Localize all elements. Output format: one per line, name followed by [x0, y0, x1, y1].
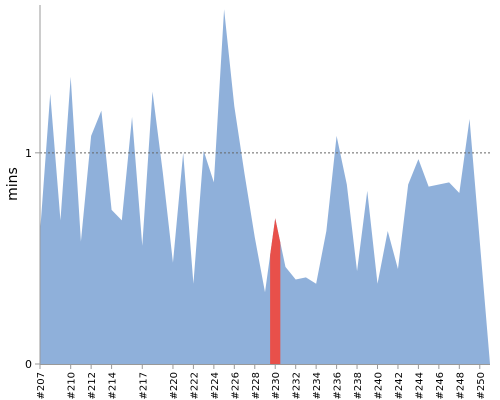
x-tick-label: #214	[108, 372, 119, 399]
x-axis: #207 #210 #212 #214 #217 #220 #222 #224 #226 #228…	[36, 364, 490, 399]
x-tick-label: #210	[67, 372, 78, 399]
y-axis: 01	[25, 5, 41, 371]
x-tick-label: #240	[374, 372, 385, 399]
x-tick-label: #242	[394, 372, 405, 399]
x-tick-label: #232	[292, 372, 303, 399]
x-tick-label: #226	[230, 372, 241, 399]
x-tick-label: #248	[455, 372, 466, 399]
y-tick-label: 0	[25, 358, 32, 371]
x-tick-label: #212	[87, 372, 98, 399]
plot-area	[40, 9, 490, 364]
x-tick-label: #207	[36, 372, 47, 399]
x-tick-label: #246	[435, 372, 446, 399]
x-tick-label: #244	[414, 372, 425, 399]
y-axis-title: mins	[5, 167, 21, 201]
x-tick-label: #250	[476, 372, 487, 399]
x-tick-label: #230	[271, 372, 282, 399]
x-tick-label: #224	[210, 372, 221, 399]
x-tick-label: #220	[169, 372, 180, 399]
highlighted-build-area	[270, 218, 281, 364]
duration-area	[40, 9, 490, 364]
x-tick-label: #228	[251, 372, 262, 399]
x-tick-label: #217	[138, 372, 149, 399]
x-tick-label: #238	[353, 372, 364, 399]
x-tick-label: #234	[312, 372, 323, 399]
x-tick-label: #236	[333, 372, 344, 399]
x-tick-label: #222	[189, 372, 200, 399]
y-tick-label: 1	[25, 147, 32, 160]
